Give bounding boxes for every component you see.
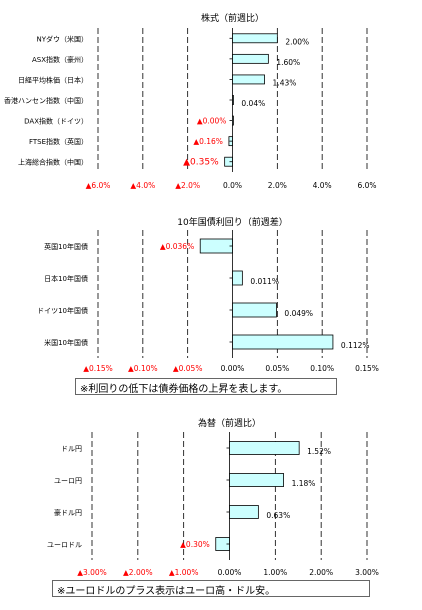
fx-value-label-2: 0.63% <box>266 511 290 520</box>
stock-category-label-5: FTSE指数（英国） <box>29 137 88 146</box>
stock-value-label-6: ▲0.35% <box>183 158 219 168</box>
stock-category-label-3: 香港ハンセン指数（中国） <box>4 96 88 105</box>
fx-x-tick-label-4: 1.00% <box>263 568 287 577</box>
bond-x-tick-label-2: ▲0.05% <box>173 364 203 373</box>
bond-value-label-0: ▲0.036% <box>160 242 194 251</box>
fx-value-label-0: 1.52% <box>307 447 331 456</box>
stock-x-tick-label-0: ▲6.0% <box>86 181 111 190</box>
stock-value-label-3: 0.04% <box>241 99 265 108</box>
stock-category-label-2: 日経平均株価（日本） <box>18 75 88 84</box>
fx-x-tick-label-1: ▲2.00% <box>123 568 153 577</box>
fx-category-label-2: 豪ドル円 <box>54 508 82 517</box>
bond-x-tick-label-0: ▲0.15% <box>83 364 113 373</box>
fx-x-tick-label-3: 0.00% <box>218 568 242 577</box>
fx-x-tick-label-2: ▲1.00% <box>169 568 199 577</box>
stock-bar-1 <box>232 53 269 64</box>
stock-x-tick-label-1: ▲4.0% <box>130 181 155 190</box>
fx-note: ※ユーロドルのプラス表示はユーロ高・ドル安。 <box>52 580 370 597</box>
fx-value-label-3: ▲0.30% <box>180 540 210 549</box>
bond-value-label-2: 0.049% <box>284 309 313 318</box>
stock-value-label-4: ▲0.00% <box>197 117 227 126</box>
bond-bar-0 <box>199 238 233 254</box>
bond-bar-1 <box>232 270 243 286</box>
fx-value-label-1: 1.18% <box>292 479 316 488</box>
stock-bar-2 <box>232 74 265 85</box>
fx-category-label-0: ドル円 <box>61 445 82 453</box>
bond-yield-note: ※利回りの低下は債券価格の上昇を表します。 <box>75 378 337 395</box>
stock-category-label-1: ASX指数（豪州） <box>32 55 88 64</box>
fx-category-label-1: ユーロ円 <box>54 477 82 485</box>
stock-value-label-1: 1.60% <box>276 58 300 67</box>
bond-x-tick-label-6: 0.15% <box>355 364 379 373</box>
stock-x-tick-label-6: 6.0% <box>357 181 376 190</box>
bond-bar-2 <box>232 302 277 318</box>
stock-x-tick-label-4: 2.0% <box>268 181 287 190</box>
fx-x-tick-label-0: ▲3.00% <box>77 568 107 577</box>
stock-value-label-2: 1.43% <box>273 78 297 87</box>
bond-category-label-0: 英国10年国債 <box>44 242 88 251</box>
fx-x-tick-label-6: 3.00% <box>355 568 379 577</box>
bond-category-label-2: ドイツ10年国債 <box>37 306 88 315</box>
stock-category-label-0: NYダウ（米国） <box>36 34 88 43</box>
stock-x-tick-label-3: 0.0% <box>223 181 242 190</box>
stock-category-label-6: 上海総合指数（中国） <box>18 158 88 167</box>
stock-x-tick-label-2: ▲2.0% <box>175 181 200 190</box>
bond-value-label-3: 0.112% <box>341 341 370 350</box>
bond-x-tick-label-1: ▲0.10% <box>128 364 158 373</box>
bond-value-label-1: 0.011% <box>250 277 279 286</box>
bond-bar-3 <box>232 334 334 350</box>
bond-category-label-3: 米国10年国債 <box>44 338 88 347</box>
bond-x-tick-label-4: 0.05% <box>265 364 289 373</box>
stock-bar-0 <box>232 33 278 44</box>
fx-bar-1 <box>229 473 284 487</box>
bond-x-tick-label-3: 0.00% <box>221 364 245 373</box>
stock-category-label-4: DAX指数（ドイツ） <box>24 117 88 126</box>
fx-x-tick-label-5: 2.00% <box>309 568 333 577</box>
stock-bar-3 <box>232 95 234 105</box>
bond-x-tick-label-5: 0.10% <box>310 364 334 373</box>
stock-bar-4 <box>232 115 234 126</box>
fx-chart-title: 為替（前週比） <box>198 417 261 429</box>
stock-x-tick-label-5: 4.0% <box>313 181 332 190</box>
fx-bar-2 <box>229 505 259 519</box>
stock-chart-title: 株式（前週比） <box>201 12 264 24</box>
fx-category-label-3: ユーロドル <box>47 541 82 549</box>
bond-category-label-1: 日本10年国債 <box>44 274 88 283</box>
stock-value-label-5: ▲0.16% <box>193 137 223 146</box>
fx-bar-0 <box>229 441 300 455</box>
bond-chart-title: 10年国債利回り（前週差） <box>177 216 287 228</box>
stock-value-label-0: 2.00% <box>285 37 309 46</box>
